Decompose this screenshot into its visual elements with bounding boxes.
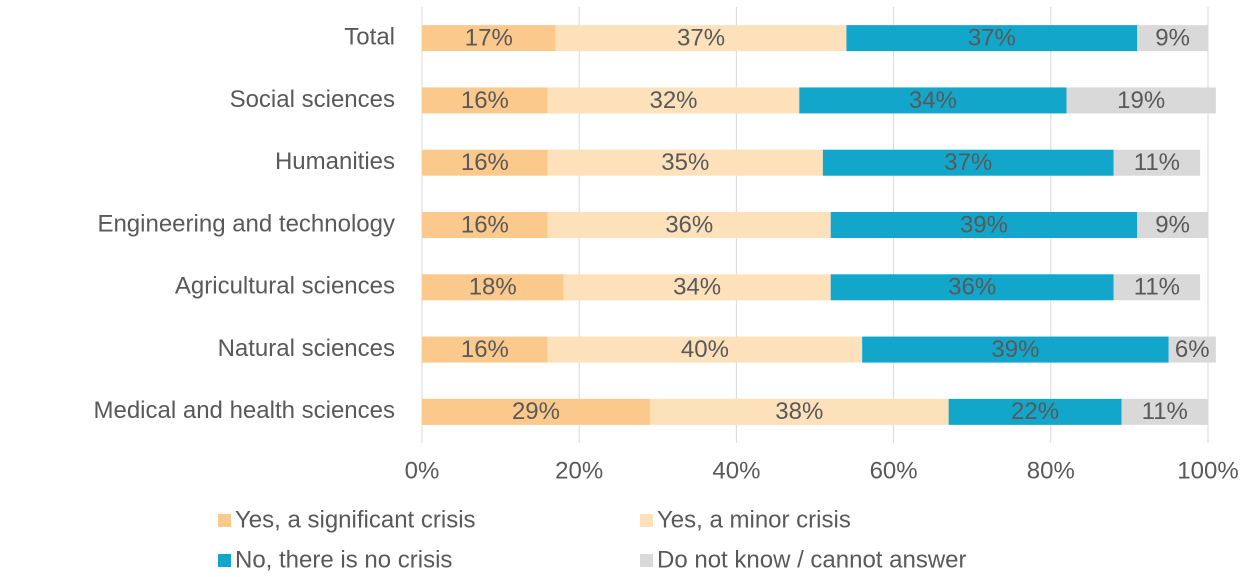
bar-segment <box>422 336 548 363</box>
bar-segment <box>422 398 650 425</box>
legend-label: Yes, a minor crisis <box>657 506 851 533</box>
bar-segment <box>846 25 1138 52</box>
bar-segment <box>547 212 831 238</box>
data-label: 16% <box>461 211 509 238</box>
data-label: 39% <box>960 211 1008 238</box>
bar-segment <box>1066 87 1216 114</box>
y-tick-label: Agricultural sciences <box>175 273 395 300</box>
bar-segment <box>547 87 800 114</box>
bar-segment <box>547 149 823 176</box>
bar-segment <box>822 149 1114 176</box>
data-label: 16% <box>461 149 509 176</box>
data-label: 19% <box>1117 87 1165 114</box>
data-label: 39% <box>991 336 1039 363</box>
x-tick-label: 60% <box>870 457 918 484</box>
data-label: 11% <box>1134 274 1180 301</box>
bar-segment <box>422 212 548 238</box>
y-tick-label: Humanities <box>275 148 395 175</box>
legend-label: Do not know / cannot answer <box>657 546 967 573</box>
data-label: 36% <box>665 211 713 238</box>
bar-segment <box>830 274 1114 301</box>
x-tick-label: 0% <box>405 457 440 484</box>
legend-marker <box>218 514 231 527</box>
data-label: 16% <box>461 336 509 363</box>
bar-segment <box>547 336 863 363</box>
legend-marker <box>218 554 231 567</box>
y-tick-label: Natural sciences <box>218 335 395 362</box>
bar-segment <box>862 336 1169 363</box>
data-label: 17% <box>465 24 513 51</box>
bar-segment <box>830 212 1138 238</box>
bar-segment <box>422 25 556 52</box>
legend-marker <box>640 514 653 527</box>
bar-segment <box>1113 274 1201 301</box>
data-label: 11% <box>1134 149 1180 176</box>
bar-segment <box>422 149 548 176</box>
y-tick-label: Medical and health sciences <box>93 397 395 424</box>
data-label: 22% <box>1011 398 1059 425</box>
bar-segment <box>1113 149 1201 176</box>
data-label: 18% <box>469 274 517 301</box>
bar-segment <box>799 87 1067 114</box>
data-label: 16% <box>461 87 509 114</box>
data-label: 34% <box>909 87 957 114</box>
data-label: 37% <box>677 24 725 51</box>
bar-segment <box>1168 336 1216 363</box>
y-tick-label: Social sciences <box>230 86 395 113</box>
data-label: 36% <box>948 274 996 301</box>
data-label: 37% <box>944 149 992 176</box>
legend-label: Yes, a significant crisis <box>235 506 476 533</box>
bar-segment <box>1121 398 1208 425</box>
x-tick-label: 100% <box>1177 457 1238 484</box>
data-label: 29% <box>512 398 560 425</box>
x-tick-label: 80% <box>1027 457 1075 484</box>
x-tick-label: 20% <box>555 457 603 484</box>
data-label: 34% <box>673 274 721 301</box>
data-label: 40% <box>681 336 729 363</box>
x-tick-label: 40% <box>712 457 760 484</box>
bar-segment <box>948 398 1122 425</box>
bar-segment <box>422 274 564 301</box>
data-label: 37% <box>968 24 1016 51</box>
y-tick-label: Total <box>344 23 395 50</box>
bar-segment <box>649 398 949 425</box>
bar-segment <box>563 274 831 301</box>
data-label: 11% <box>1142 398 1188 425</box>
bar-segment <box>1137 25 1208 52</box>
bar-segment <box>1137 212 1208 238</box>
data-label: 38% <box>775 398 823 425</box>
bar-segment <box>422 87 548 114</box>
data-label: 35% <box>661 149 709 176</box>
legend-marker <box>640 554 653 567</box>
bar-segment <box>555 25 847 52</box>
data-label: 6% <box>1175 336 1210 363</box>
data-label: 9% <box>1155 211 1190 238</box>
data-label: 9% <box>1155 24 1190 51</box>
data-label: 32% <box>649 87 697 114</box>
legend-label: No, there is no crisis <box>235 546 452 573</box>
y-tick-label: Engineering and technology <box>97 210 395 237</box>
